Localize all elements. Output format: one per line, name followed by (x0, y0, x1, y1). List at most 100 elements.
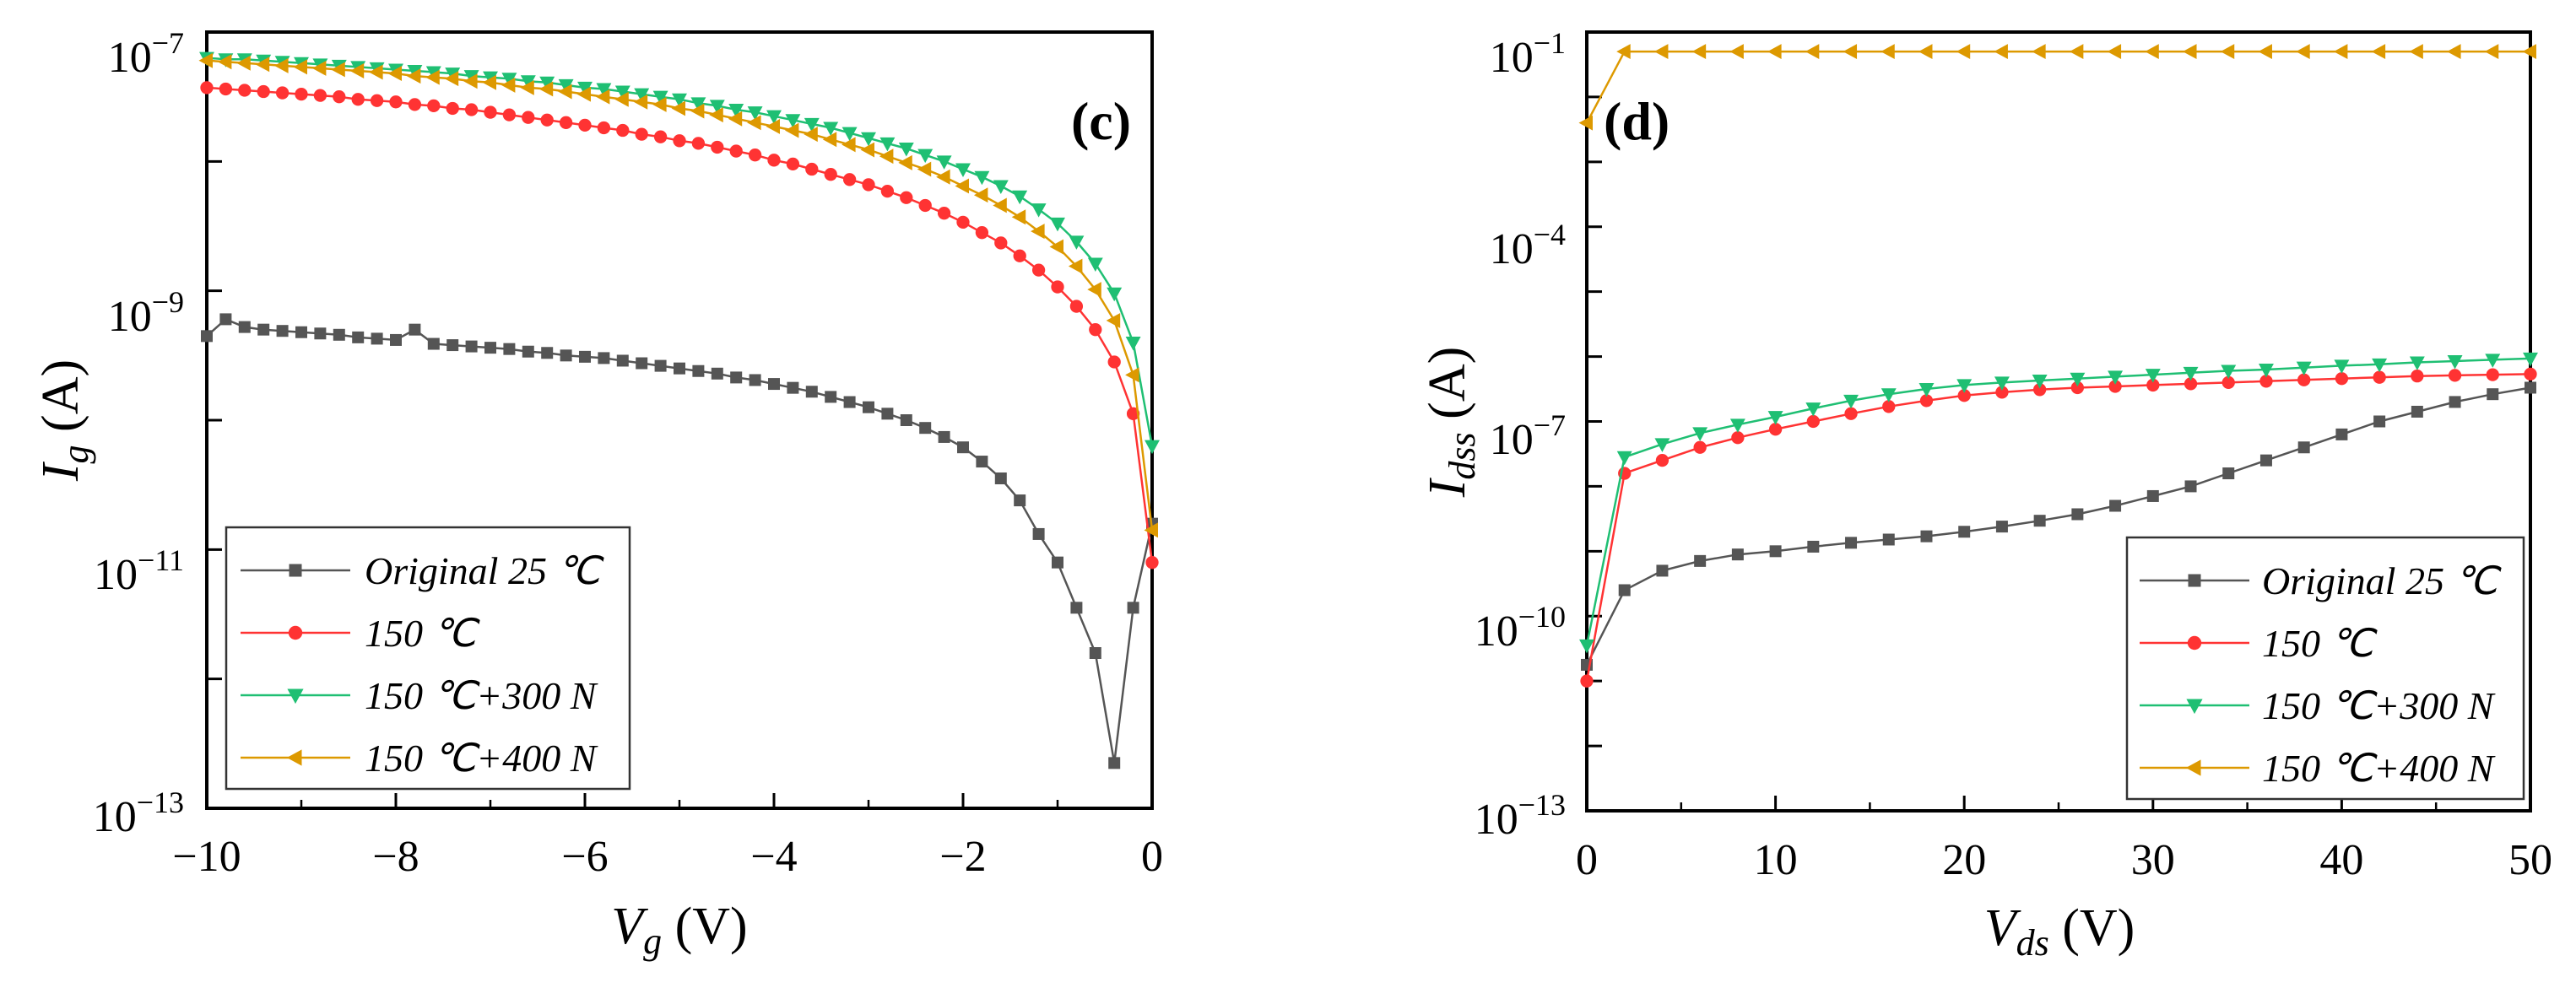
panel-c-data-point (805, 386, 818, 398)
panel-c-data-point (957, 441, 969, 454)
panel-d-data-point (1729, 44, 1744, 60)
panel-c-data-point (446, 101, 459, 116)
panel-c-data-point (861, 132, 876, 147)
panel-c-x-tick-label: −6 (561, 833, 608, 881)
panel-c-data-point (538, 81, 554, 97)
panel-c-data-point (596, 83, 612, 97)
panel-c-data-point (1087, 257, 1103, 272)
panel-c-y-tick-label: 10−9 (108, 285, 184, 341)
panel-c-data-point (465, 340, 478, 353)
panel-c-data-point (937, 207, 951, 220)
panel-d-data-point (1767, 411, 1783, 425)
panel-c-data-point (919, 422, 932, 435)
panel-c-y-tick-label: 10−7 (108, 26, 184, 82)
panel-c-data-point (238, 321, 251, 333)
panel-d-x-axis-label: Vds (V) (1984, 899, 2135, 964)
panel-c-data-point (1013, 249, 1026, 262)
panel-c-data-point (766, 110, 782, 125)
panel-c-data-point (1107, 287, 1123, 302)
panel-d-legend: Original 25 ℃ 150 ℃ 150 ℃+300 N 150 ℃+40… (2125, 536, 2525, 801)
panel-c-data-point (1052, 556, 1063, 569)
panel-c-x-tick-label: −2 (939, 833, 986, 881)
panel-d-data-point (1693, 440, 1707, 454)
panel-c-data-point (616, 354, 629, 367)
panel-c-data-point (879, 148, 894, 165)
panel-d-data-point (2258, 44, 2272, 60)
panel-c-data-point (578, 118, 592, 132)
panel-d-data-point (2333, 44, 2348, 60)
panel-c-data-point (976, 456, 988, 468)
panel-d-data-point (2334, 359, 2350, 374)
panel-c-data-point (842, 137, 856, 153)
panel-d-data-point (1616, 451, 1632, 466)
panel-c-data-point (1012, 190, 1028, 205)
panel-c-data-point (691, 137, 706, 150)
panel-d-data-point (1806, 414, 1820, 429)
panel-c-data-point (729, 144, 743, 158)
panel-d-data-point (2070, 372, 2086, 387)
panel-c-data-point (559, 116, 573, 129)
panel-c-data-point (842, 173, 857, 186)
panel-d-data-point (1844, 407, 1858, 420)
panel-d-data-point (2069, 44, 2084, 60)
panel-c-data-point (257, 84, 270, 99)
panel-c-data-point (200, 81, 214, 94)
panel-c-data-point (898, 154, 912, 170)
panel-c-data-point (387, 66, 402, 82)
panel-c-legend-swatch-marker (287, 688, 304, 705)
panel-c-x-tick-label: −4 (750, 833, 797, 881)
panel-c-data-point (900, 191, 913, 204)
panel-d-label: (d) (1604, 91, 1670, 151)
panel-c-data-point (293, 59, 307, 75)
panel-c-data-point (652, 96, 667, 112)
panel-c-data-point (690, 103, 705, 119)
panel-c-data-point (1011, 209, 1026, 225)
panel-d-data-point (2033, 515, 2046, 527)
panel-c-data-point (1087, 282, 1101, 298)
panel-d-data-point (1618, 584, 1631, 597)
panel-d-data-point (1616, 44, 1631, 60)
panel-c-data-point (634, 88, 650, 103)
panel-c-data-point (484, 105, 497, 119)
panel-c-data-point (503, 343, 516, 355)
panel-c-legend-label: 150 ℃+300 N (365, 674, 598, 717)
panel-d-data-point (2259, 454, 2272, 467)
panel-d-x-tick-label: 50 (2508, 836, 2552, 884)
panel-c-data-point (444, 71, 459, 87)
panel-c-data-point (633, 94, 648, 110)
panel-c-series-line (206, 59, 1154, 531)
panel-c-data-point (1106, 312, 1121, 328)
panel-c-data-point (652, 90, 668, 105)
panel-c-data-point (898, 143, 914, 157)
panel-c-legend-swatch-marker (289, 564, 302, 577)
panel-c-series-line (206, 57, 1154, 446)
panel-c-data-point (748, 148, 762, 162)
panel-c-data-point (824, 168, 837, 181)
panel-d-data-point (2221, 364, 2237, 380)
panel-d-data-point (1995, 521, 2008, 533)
panel-c-data-point (427, 337, 440, 350)
panel-c-data-point (862, 178, 875, 192)
panel-d-y-tick-label: 10−1 (1490, 26, 1566, 82)
panel-c-data-point (917, 148, 934, 164)
panel-d-data-point (2220, 44, 2235, 60)
panel-d-series-line (1585, 386, 2531, 666)
panel-c-data-point (843, 396, 856, 408)
panel-d-data-point (2108, 370, 2124, 385)
panel-c-data-point (1031, 224, 1045, 240)
panel-c-data-point (690, 97, 706, 111)
panel-c-data-point (255, 57, 270, 73)
panel-c-data-point (333, 328, 345, 341)
panel-d-data-point (2145, 44, 2159, 60)
panel-c-data-point (1070, 602, 1083, 614)
panel-c-label: (c) (1071, 91, 1131, 151)
panel-c-data-point (936, 155, 952, 170)
panel-d-data-point (1805, 44, 1820, 60)
panel-d-data-point (2296, 361, 2312, 376)
panel-c-data-point (1069, 300, 1084, 313)
panel-c-data-point (238, 84, 252, 97)
panel-d-data-point (2373, 370, 2386, 384)
panel-c-data-point (728, 111, 743, 127)
panel-d-data-point (2523, 352, 2538, 367)
panel-c-data-point (635, 127, 648, 141)
